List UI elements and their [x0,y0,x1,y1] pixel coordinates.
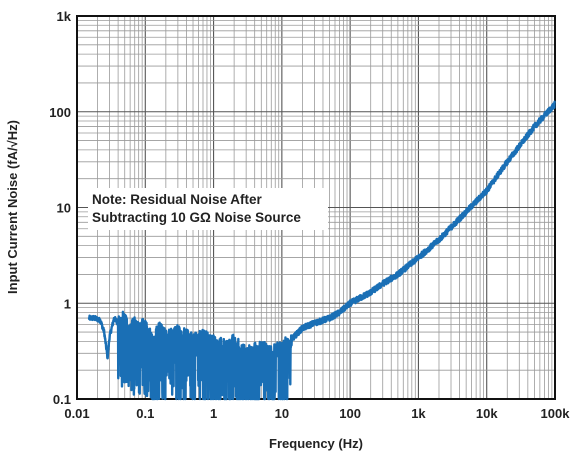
x-tick-label: 10k [476,406,498,421]
y-tick-label: 0.1 [53,392,71,407]
x-tick-label: 1 [210,406,217,421]
x-tick-label: 10 [275,406,289,421]
x-tick-label: 0.01 [64,406,89,421]
x-tick-label: 1k [411,406,426,421]
y-tick-label: 100 [49,105,71,120]
series-layer [89,102,555,399]
x-tick-label: 0.1 [136,406,154,421]
x-tick-label: 100k [541,406,571,421]
annotation-line-1: Note: Residual Noise After [92,192,263,207]
x-tick-label: 100 [339,406,361,421]
y-tick-label: 10 [57,201,71,216]
y-axis-title: Input Current Noise (fA/√Hz) [5,120,20,294]
annotation-line-2: Subtracting 10 GΩ Noise Source [92,210,301,225]
y-tick-label: 1 [64,296,71,311]
y-tick-label: 1k [57,9,72,24]
annotation-note: Note: Residual Noise After Subtracting 1… [88,188,328,230]
noise-series-line [89,102,555,399]
x-axis-title: Frequency (Hz) [269,436,363,451]
